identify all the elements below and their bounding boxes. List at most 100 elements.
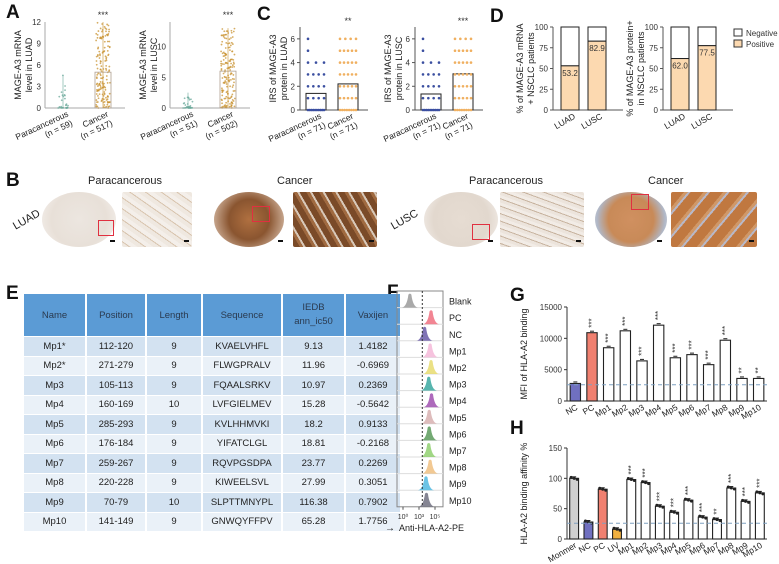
x-tick-label: 10⁰ — [398, 513, 409, 521]
y-tick-label: 15000 — [540, 303, 563, 312]
data-point — [354, 108, 358, 112]
sample-label: Mp3 — [449, 380, 467, 390]
header-text: Vaxijen — [357, 309, 389, 321]
y-tick-label: 9 — [37, 40, 42, 49]
significance-marker: *** — [670, 498, 679, 507]
data-point — [104, 34, 107, 37]
table-cell: 0.3051 — [346, 473, 400, 492]
data-point — [427, 96, 430, 100]
data-point — [106, 95, 109, 98]
replicate-dot — [672, 510, 676, 514]
data-point — [342, 61, 346, 64]
table-cell: Mp10 — [24, 512, 85, 531]
data-point — [184, 106, 187, 109]
data-point — [104, 27, 107, 30]
data-point — [435, 108, 439, 112]
data-point — [453, 108, 457, 112]
data-point — [106, 34, 109, 36]
data-point — [310, 108, 313, 112]
data-point — [319, 108, 322, 112]
data-point — [469, 108, 473, 112]
data-point — [95, 77, 98, 80]
ihc-lusc-cancer-overview — [595, 192, 667, 247]
significance-marker: *** — [458, 16, 469, 26]
scale-bar — [369, 240, 374, 242]
data-point — [465, 108, 468, 112]
data-point — [231, 64, 234, 67]
data-point — [105, 96, 107, 99]
data-point — [95, 103, 98, 106]
data-point — [102, 98, 105, 101]
data-point — [457, 61, 461, 64]
histogram-peak — [401, 293, 418, 308]
replicate-dot — [758, 491, 762, 495]
data-point — [231, 77, 234, 80]
data-point — [437, 96, 441, 100]
data-point — [225, 37, 228, 40]
replicate-dot — [604, 488, 608, 492]
data-point — [60, 107, 63, 109]
data-point — [99, 27, 102, 30]
bar — [569, 477, 580, 540]
data-point — [453, 73, 457, 76]
table-cell: Mp8 — [24, 473, 85, 492]
y-label-line: protein in LUAD — [279, 36, 289, 100]
data-point — [469, 61, 473, 64]
data-point — [105, 78, 108, 81]
data-point — [423, 108, 427, 112]
y-label-line: MAGE-A3 mRNA — [138, 30, 148, 100]
legend-swatch — [733, 39, 743, 48]
data-point — [99, 86, 102, 89]
mean-bar — [305, 92, 327, 111]
scale-bar — [749, 240, 754, 242]
bar — [697, 516, 708, 540]
data-point — [228, 67, 230, 70]
data-point — [469, 96, 473, 100]
header-length: Length — [147, 294, 201, 336]
data-point — [229, 44, 232, 47]
negative-bar — [560, 26, 580, 67]
data-point — [105, 67, 107, 70]
histogram-peak — [416, 326, 433, 341]
data-point — [322, 84, 326, 88]
histogram-peak — [417, 476, 434, 491]
data-point — [461, 49, 465, 53]
bar — [683, 499, 694, 540]
data-point — [108, 92, 111, 95]
data-point — [346, 73, 350, 76]
data-point — [233, 81, 235, 84]
data-point — [231, 36, 234, 38]
data-point — [233, 105, 236, 108]
data-point — [312, 84, 315, 88]
y-axis-label: MAGE-A3 mRNAlevel in LUSC — [138, 30, 159, 100]
bar — [752, 377, 765, 402]
data-point — [99, 88, 102, 91]
x-tick-label: Paracancerous(n = 71) — [267, 111, 327, 153]
data-point — [421, 84, 425, 88]
data-point — [95, 55, 98, 58]
table-cell: Mp6 — [24, 434, 85, 453]
scale-bar — [278, 240, 283, 242]
data-point — [437, 73, 441, 76]
data-point — [224, 80, 227, 82]
significance-marker: *** — [655, 492, 664, 501]
data-point — [99, 54, 101, 57]
data-point — [220, 60, 223, 63]
histogram-peak — [423, 360, 440, 374]
y-tick-label: 100 — [645, 23, 659, 32]
data-point — [350, 61, 354, 64]
table-cell: KIWEELSVL — [203, 473, 281, 492]
data-point — [96, 88, 98, 91]
replicate-dot — [644, 481, 648, 485]
x-tick-label: NC — [564, 402, 580, 417]
y-label-line: IRS of MAGE-A3 — [268, 34, 278, 102]
data-point — [230, 101, 233, 104]
data-point — [229, 102, 231, 105]
data-point — [306, 96, 310, 100]
bar — [586, 332, 598, 402]
data-point — [322, 73, 326, 76]
sample-label: Mp2 — [449, 363, 467, 373]
significance-marker: *** — [98, 10, 109, 20]
table-cell: 220-228 — [87, 473, 145, 492]
data-point — [102, 50, 105, 53]
